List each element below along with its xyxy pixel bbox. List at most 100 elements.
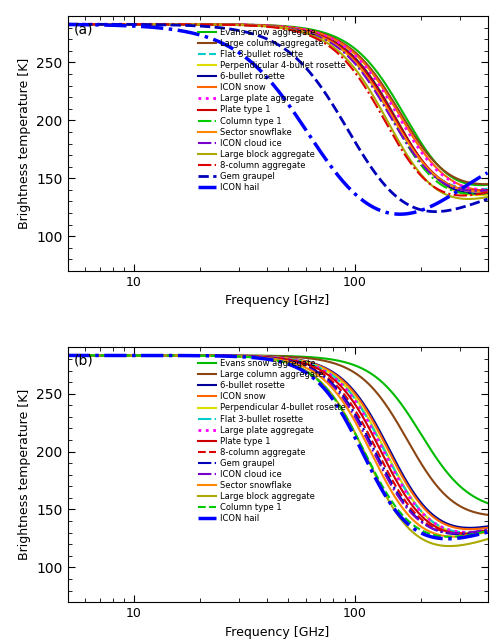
Flat 3-bullet rosette: [64, 21, 70, 28]
Gem graupel: [314, 368, 320, 375]
Perpendicular 4-bullet rosette: [408, 495, 414, 502]
Large block aggregate: [292, 26, 298, 34]
Plate type 1: [292, 357, 298, 365]
Evans snow aggregate: [64, 21, 70, 28]
Evans snow aggregate: [410, 125, 416, 133]
ICON hail: [397, 211, 403, 218]
Perpendicular 4-bullet rosette: [292, 356, 298, 364]
Gem graupel: [314, 78, 320, 86]
6-bullet rosette: [292, 24, 298, 32]
Large plate aggregate: [484, 527, 490, 535]
6-bullet rosette: [474, 190, 480, 198]
6-bullet rosette: [64, 352, 70, 359]
Large block aggregate: [264, 23, 270, 30]
Large block aggregate: [408, 527, 414, 535]
Gem graupel: [266, 354, 272, 362]
Gem graupel: [484, 526, 490, 534]
ICON cloud ice: [314, 369, 320, 377]
Text: (b): (b): [74, 354, 94, 368]
Y-axis label: Brightness temperature [K]: Brightness temperature [K]: [18, 389, 30, 560]
Line: Large column aggregate: Large column aggregate: [68, 24, 488, 184]
ICON snow: [266, 353, 272, 361]
Evans snow aggregate: [264, 352, 270, 359]
Line: Gem graupel: Gem graupel: [68, 355, 488, 534]
Line: Evans snow aggregate: Evans snow aggregate: [68, 355, 488, 503]
Plate type 1: [266, 354, 272, 361]
8-column aggregate: [264, 23, 270, 30]
ICON cloud ice: [474, 187, 480, 195]
6-bullet rosette: [64, 21, 70, 28]
Gem graupel: [455, 530, 461, 538]
Plate type 1: [408, 142, 414, 150]
6-bullet rosette: [314, 361, 320, 368]
Flat 3-bullet rosette: [475, 528, 481, 536]
Line: ICON cloud ice: ICON cloud ice: [68, 24, 488, 191]
Line: Large plate aggregate: Large plate aggregate: [68, 24, 488, 190]
6-bullet rosette: [314, 30, 320, 38]
ICON cloud ice: [264, 354, 270, 362]
Sector snowflake: [314, 32, 320, 39]
ICON hail: [408, 524, 414, 531]
8-column aggregate: [292, 358, 298, 366]
Gem graupel: [264, 354, 270, 361]
Perpendicular 4-bullet rosette: [292, 24, 298, 32]
Line: ICON snow: ICON snow: [68, 24, 488, 191]
Large column aggregate: [484, 511, 490, 518]
Perpendicular 4-bullet rosette: [64, 21, 70, 28]
Flat 3-bullet rosette: [484, 185, 490, 193]
Evans snow aggregate: [265, 21, 271, 29]
Perpendicular 4-bullet rosette: [314, 363, 320, 370]
ICON cloud ice: [314, 32, 320, 40]
ICON cloud ice: [266, 23, 272, 30]
Column type 1: [484, 527, 490, 535]
ICON cloud ice: [408, 147, 414, 155]
Perpendicular 4-bullet rosette: [314, 30, 320, 37]
Legend: Evans snow aggregate, Large column aggregate, Flat 3-bullet rosette, Perpendicul: Evans snow aggregate, Large column aggre…: [198, 28, 346, 192]
Sector snowflake: [478, 187, 484, 195]
Line: Gem graupel: Gem graupel: [68, 24, 488, 212]
Evans snow aggregate: [292, 352, 298, 360]
Column type 1: [470, 190, 476, 198]
Large plate aggregate: [465, 529, 471, 536]
Line: Plate type 1: Plate type 1: [68, 355, 488, 534]
ICON hail: [445, 535, 451, 543]
Plate type 1: [475, 187, 481, 194]
8-column aggregate: [484, 189, 490, 196]
ICON cloud ice: [64, 352, 70, 359]
Gem graupel: [408, 509, 414, 516]
Large block aggregate: [475, 194, 481, 202]
Plate type 1: [475, 529, 481, 536]
8-column aggregate: [475, 190, 481, 198]
Large block aggregate: [314, 34, 320, 42]
Large column aggregate: [484, 180, 490, 188]
Plate type 1: [264, 354, 270, 361]
Large block aggregate: [446, 542, 452, 550]
Large plate aggregate: [266, 22, 272, 30]
Line: Large plate aggregate: Large plate aggregate: [68, 355, 488, 533]
Column type 1: [408, 148, 414, 156]
Perpendicular 4-bullet rosette: [475, 529, 481, 536]
Large block aggregate: [64, 21, 70, 28]
Large column aggregate: [292, 353, 298, 361]
ICON cloud ice: [475, 527, 481, 535]
ICON cloud ice: [292, 26, 298, 33]
ICON snow: [408, 131, 414, 139]
Large plate aggregate: [266, 354, 272, 361]
ICON hail: [475, 175, 481, 182]
8-column aggregate: [460, 192, 466, 200]
Large column aggregate: [474, 180, 480, 187]
ICON hail: [410, 209, 416, 216]
Column type 1: [314, 32, 320, 39]
Large column aggregate: [408, 128, 414, 135]
ICON snow: [292, 355, 298, 363]
Line: Flat 3-bullet rosette: Flat 3-bullet rosette: [68, 24, 488, 189]
ICON snow: [314, 29, 320, 37]
Gem graupel: [408, 203, 414, 211]
Line: Perpendicular 4-bullet rosette: Perpendicular 4-bullet rosette: [68, 355, 488, 533]
8-column aggregate: [314, 366, 320, 374]
Evans snow aggregate: [266, 352, 272, 359]
8-column aggregate: [266, 23, 272, 31]
Perpendicular 4-bullet rosette: [264, 353, 270, 361]
6-bullet rosette: [484, 189, 490, 197]
Large plate aggregate: [292, 24, 298, 32]
